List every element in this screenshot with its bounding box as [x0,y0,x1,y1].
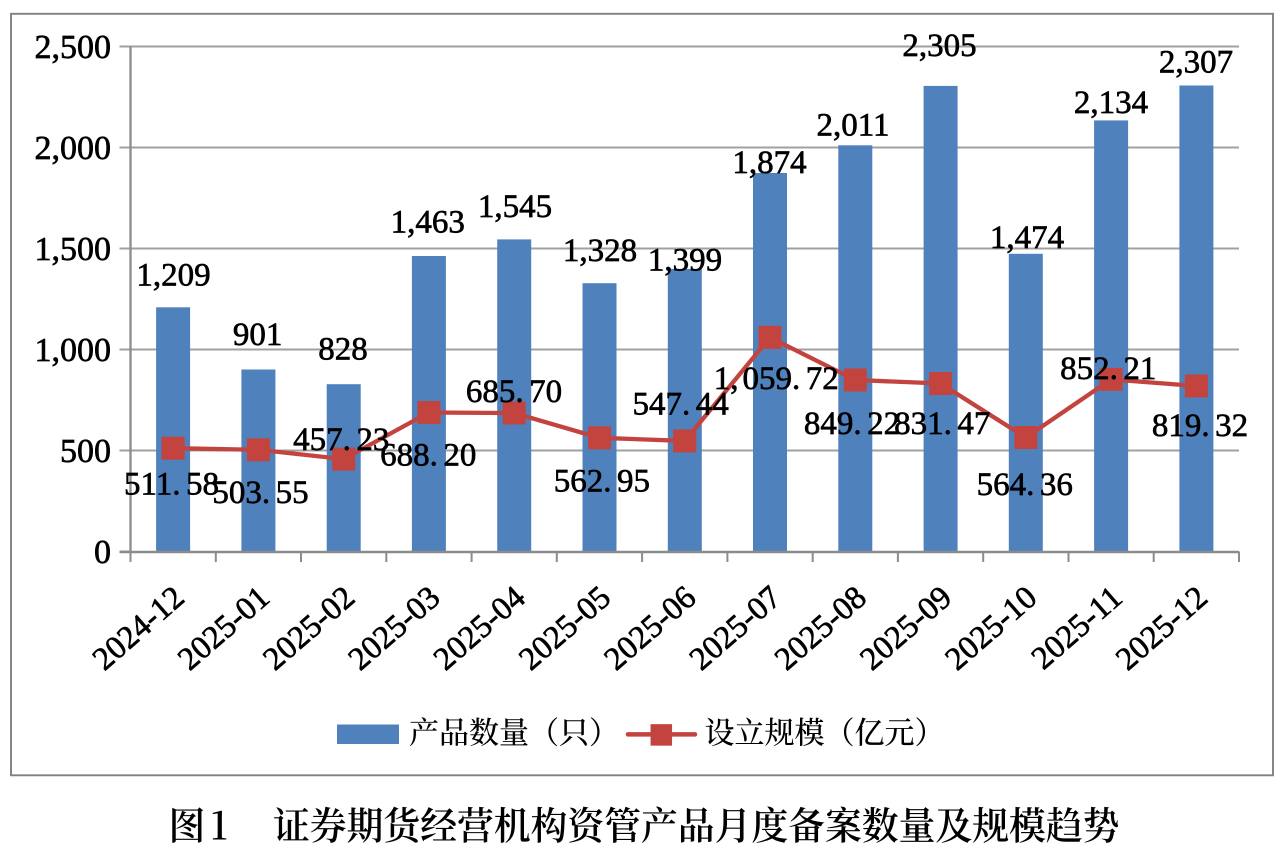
svg-text:1,474: 1,474 [990,220,1064,256]
svg-text:2,305: 2,305 [902,28,976,64]
svg-text:852.21: 852. 21 [1060,351,1156,387]
svg-text:2,011: 2,011 [816,108,889,144]
svg-text:2,307: 2,307 [1159,44,1233,80]
svg-text:828: 828 [318,332,368,368]
svg-text:831.47: 831. 47 [894,406,990,442]
svg-text:503.55: 503. 55 [212,475,308,511]
svg-text:688.20: 688. 20 [380,437,476,473]
svg-text:1,500: 1,500 [35,231,112,268]
svg-text:547.44: 547. 44 [632,386,728,422]
svg-text:1,399: 1,399 [648,242,722,278]
svg-text:901: 901 [233,317,283,353]
svg-text:500: 500 [60,433,111,470]
svg-text:1,874: 1,874 [732,145,806,181]
svg-text:2,000: 2,000 [35,130,112,167]
svg-text:564.36: 564. 36 [977,467,1073,503]
svg-text:562.95: 562. 95 [554,464,650,500]
svg-text:1,209: 1,209 [136,258,210,294]
svg-text:511.58: 511. 58 [124,467,219,503]
svg-text:2,500: 2,500 [35,29,112,66]
svg-text:2,134: 2,134 [1074,85,1148,121]
svg-text:1,328: 1,328 [563,233,637,269]
svg-text:819.32: 819. 32 [1152,408,1248,444]
svg-text:1,545: 1,545 [478,189,552,225]
svg-text:685.70: 685. 70 [466,374,562,410]
svg-text:1,000: 1,000 [35,332,112,369]
svg-text:0: 0 [94,534,111,571]
svg-text:849.22: 849. 22 [804,406,900,442]
svg-text:457.23: 457. 23 [293,422,389,458]
svg-text:1,059.72: 1, 059. 72 [714,361,839,397]
svg-text:1,463: 1,463 [391,205,465,241]
